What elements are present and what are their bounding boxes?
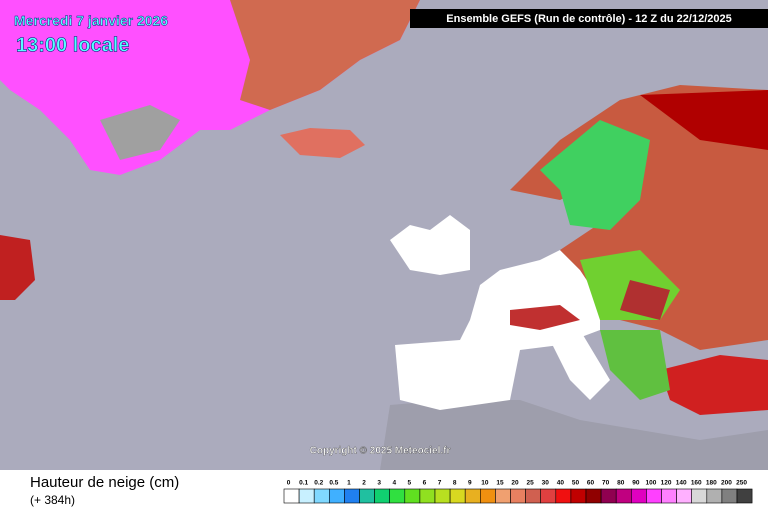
- legend-label: 8: [453, 480, 457, 487]
- legend-swatch: [449, 488, 466, 504]
- legend-label: 250: [736, 480, 747, 487]
- legend-label: 7: [438, 480, 442, 487]
- legend-label: 60: [587, 480, 595, 487]
- legend-swatch: [615, 488, 632, 504]
- legend-swatch: [359, 488, 375, 504]
- legend-swatch: [374, 488, 391, 504]
- legend-label: 0.1: [299, 480, 308, 487]
- legend-swatch: [706, 488, 723, 504]
- legend-swatch: [646, 488, 662, 504]
- legend-label: 40: [557, 480, 565, 487]
- legend-label: 6: [423, 480, 427, 487]
- legend-swatch: [464, 488, 481, 504]
- legend-swatch: [313, 488, 330, 504]
- legend-swatch: [525, 488, 541, 504]
- legend-title: Hauteur de neige (cm): [30, 474, 179, 491]
- legend-label: 180: [706, 480, 717, 487]
- legend-label: 25: [527, 480, 535, 487]
- legend-swatch: [736, 488, 753, 504]
- legend-swatch: [510, 488, 526, 504]
- legend-swatch: [298, 488, 315, 504]
- legend-label: 15: [496, 480, 504, 487]
- legend-label: 30: [542, 480, 550, 487]
- legend-label: 120: [661, 480, 672, 487]
- legend-swatch: [419, 488, 436, 504]
- legend-label: 20: [511, 480, 519, 487]
- legend-swatch: [283, 488, 300, 504]
- legend-swatch: [555, 488, 572, 504]
- legend-label: 160: [691, 480, 702, 487]
- legend-swatch: [495, 488, 511, 504]
- legend-label: 1: [347, 480, 351, 487]
- legend-label: 4: [392, 480, 396, 487]
- legend-label: 140: [676, 480, 687, 487]
- legend-label: 70: [602, 480, 610, 487]
- legend-swatch: [676, 488, 692, 504]
- date: Mercredi 7 janvier 2026: [14, 13, 168, 29]
- legend-swatch: [404, 488, 421, 504]
- legend-subtitle: (+ 384h): [30, 493, 75, 507]
- legend-swatch: [630, 488, 647, 504]
- legend-label: 0.2: [314, 480, 323, 487]
- legend-swatch: [585, 488, 602, 504]
- legend-swatch: [600, 488, 617, 504]
- legend-label: 5: [408, 480, 412, 487]
- legend-swatch: [479, 488, 496, 504]
- legend-label: 80: [617, 480, 625, 487]
- legend-swatch: [328, 488, 345, 504]
- legend-swatch: [570, 488, 587, 504]
- legend-swatch: [661, 488, 677, 504]
- legend-label: 50: [572, 480, 580, 487]
- legend-swatch: [721, 488, 738, 504]
- legend-label: 100: [646, 480, 657, 487]
- legend-label: 200: [721, 480, 732, 487]
- legend-label: 2: [362, 480, 366, 487]
- time: 13:00 locale: [16, 34, 129, 56]
- legend-label: 0: [287, 480, 291, 487]
- legend-label: 10: [481, 480, 489, 487]
- copyright: Copyright © 2025 Meteociel.fr: [310, 446, 451, 457]
- legend-label: 90: [632, 480, 640, 487]
- legend-swatch: [434, 488, 451, 504]
- legend-swatch: [691, 488, 708, 504]
- legend-swatch: [389, 488, 406, 504]
- legend-label: 0.5: [329, 480, 338, 487]
- legend-label: 9: [468, 480, 472, 487]
- model-info: Ensemble GEFS (Run de contrôle) - 12 Z d…: [446, 13, 731, 25]
- legend-swatch: [344, 488, 360, 504]
- legend-label: 3: [377, 480, 381, 487]
- legend-swatch: [540, 488, 557, 504]
